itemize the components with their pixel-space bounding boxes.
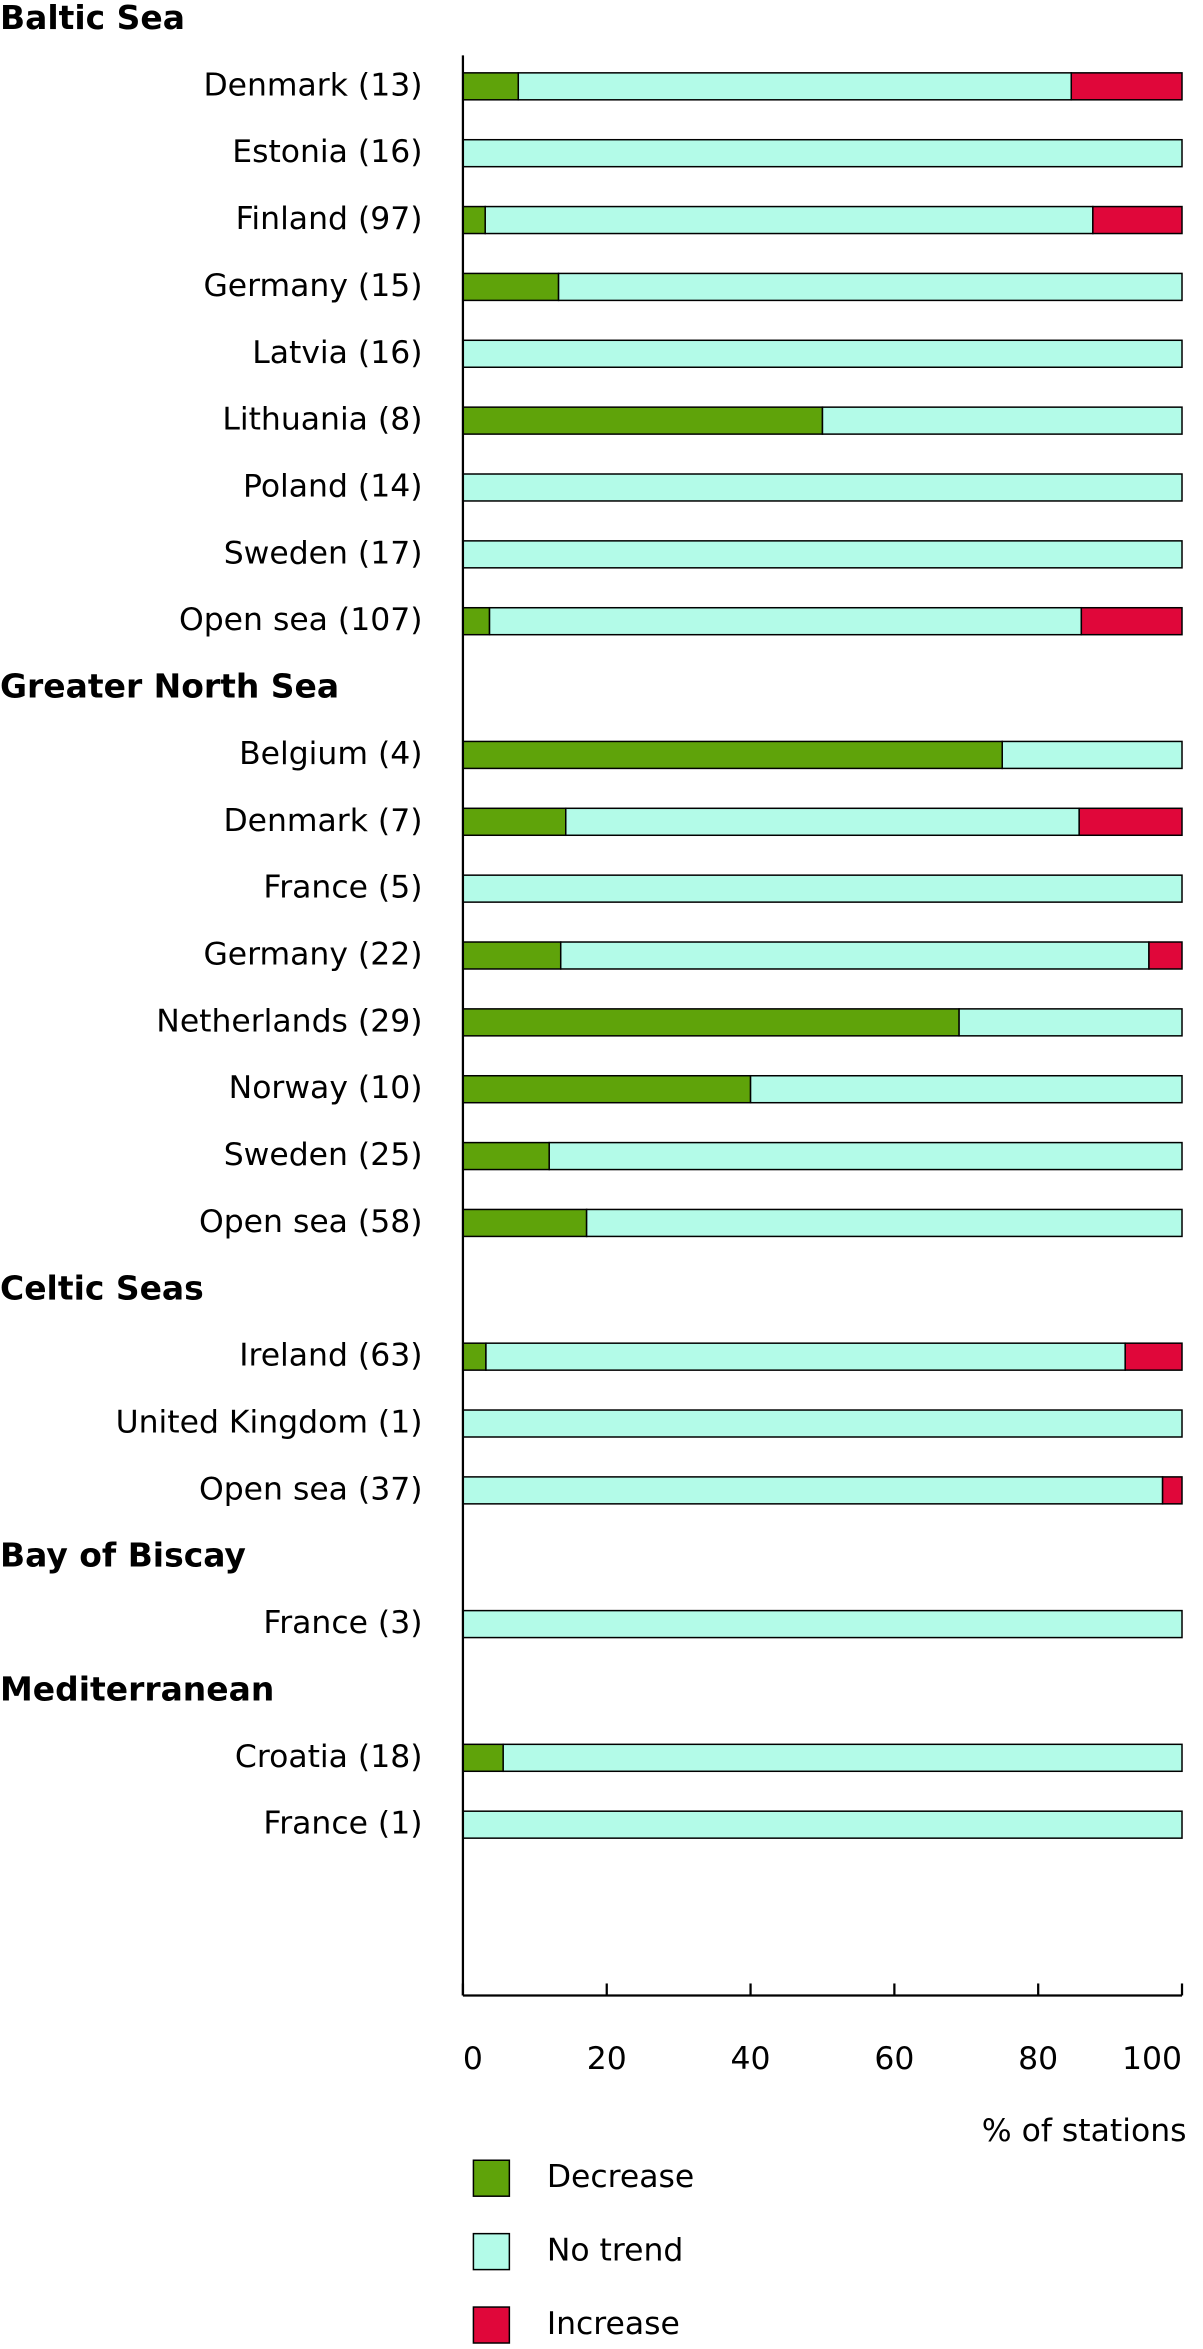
y-tick-label: Poland (14) (243, 468, 422, 504)
x-tick-label: 0 (463, 2041, 483, 2077)
bar-segment (462, 406, 824, 435)
y-tick-label: Croatia (18) (235, 1739, 423, 1775)
y-tick-label: Open sea (37) (199, 1471, 422, 1507)
bar-segment (517, 72, 1073, 101)
bar-segment (485, 1342, 1126, 1371)
legend-swatch (472, 2306, 511, 2344)
group-header: Baltic Sea (0, 0, 185, 37)
bar-segment (548, 1141, 1183, 1171)
bar-segment (462, 1409, 1183, 1438)
group-header: Celtic Seas (0, 1268, 204, 1307)
y-tick-label: United Kingdom (1) (116, 1405, 423, 1441)
bar-segment (1148, 941, 1183, 970)
x-tick-label: 60 (874, 2041, 914, 2077)
bar-segment (749, 1074, 1183, 1104)
bar-segment (484, 205, 1094, 235)
bar-segment (462, 272, 560, 302)
bar-segment (462, 807, 567, 837)
bar-segment (462, 1141, 550, 1171)
x-tick-label: 100 (1122, 2041, 1182, 2077)
legend-label: No trend (547, 2233, 684, 2269)
bar-segment (462, 1476, 1164, 1505)
group-header: Greater North Sea (0, 667, 339, 706)
bar-segment (565, 807, 1080, 837)
bar-segment (462, 606, 491, 636)
x-tick-label: 20 (587, 2041, 627, 2077)
legend-label: Increase (547, 2306, 680, 2342)
y-tick-label: Sweden (17) (224, 535, 423, 571)
y-tick-label: Netherlands (29) (156, 1003, 422, 1039)
group-header: Mediterranean (0, 1669, 274, 1708)
y-tick-label: Germany (15) (203, 268, 422, 304)
y-tick-label: France (3) (263, 1605, 422, 1641)
bar-segment (958, 1008, 1183, 1037)
y-tick-label: Germany (22) (203, 937, 422, 973)
bar-segment (462, 1743, 504, 1773)
bar-segment (462, 205, 486, 235)
bar-segment (462, 72, 520, 101)
bar-segment (462, 874, 1183, 903)
bar-segment (1078, 807, 1183, 837)
y-tick-label: France (5) (263, 870, 422, 906)
x-tick-label: 40 (731, 2041, 771, 2077)
bar-segment (462, 1609, 1183, 1639)
bar-segment (462, 1208, 588, 1238)
bar-segment (502, 1743, 1183, 1773)
bar-segment (462, 941, 562, 970)
bar-segment (1161, 1476, 1183, 1505)
y-tick-label: Open sea (58) (199, 1204, 422, 1240)
bar-segment (559, 941, 1150, 970)
y-tick-label: Lithuania (8) (222, 402, 422, 438)
bar-segment (585, 1208, 1183, 1238)
bar-segment (462, 339, 1183, 369)
x-axis-label: % of stations (982, 2113, 1187, 2149)
bar-segment (462, 1074, 752, 1104)
bar-segment (462, 540, 1183, 569)
y-tick-label: Ireland (63) (239, 1338, 422, 1374)
y-tick-label: Sweden (25) (224, 1137, 423, 1173)
y-tick-label: Finland (97) (236, 201, 423, 237)
bar-segment (462, 138, 1183, 168)
y-tick-label: Belgium (4) (239, 736, 422, 772)
y-tick-label: France (1) (263, 1806, 422, 1842)
bar-segment (1080, 606, 1183, 636)
bar-segment (1070, 72, 1183, 101)
bar-segment (557, 272, 1183, 302)
y-tick-label: Open sea (107) (179, 602, 422, 638)
bar-segment (1001, 740, 1183, 770)
y-tick-label: Estonia (16) (232, 134, 422, 170)
bar-segment (462, 473, 1183, 502)
bar-segment (1124, 1342, 1183, 1371)
bar-segment (462, 1342, 487, 1371)
legend-label: Decrease (547, 2159, 694, 2195)
y-tick-label: Denmark (13) (203, 67, 422, 103)
legend-swatch (472, 2232, 511, 2271)
bar-segment (462, 1008, 960, 1037)
y-tick-label: Latvia (16) (252, 335, 422, 371)
bar-segment (1092, 205, 1183, 235)
x-tick-label: 80 (1018, 2041, 1058, 2077)
bar-segment (462, 740, 1003, 770)
y-tick-label: Denmark (7) (223, 803, 422, 839)
bar-segment (462, 1810, 1183, 1839)
bar-segment (488, 606, 1083, 636)
legend-swatch (472, 2159, 511, 2197)
bar-segment (821, 406, 1183, 435)
group-header: Bay of Biscay (0, 1536, 246, 1575)
y-tick-label: Norway (10) (229, 1070, 423, 1106)
